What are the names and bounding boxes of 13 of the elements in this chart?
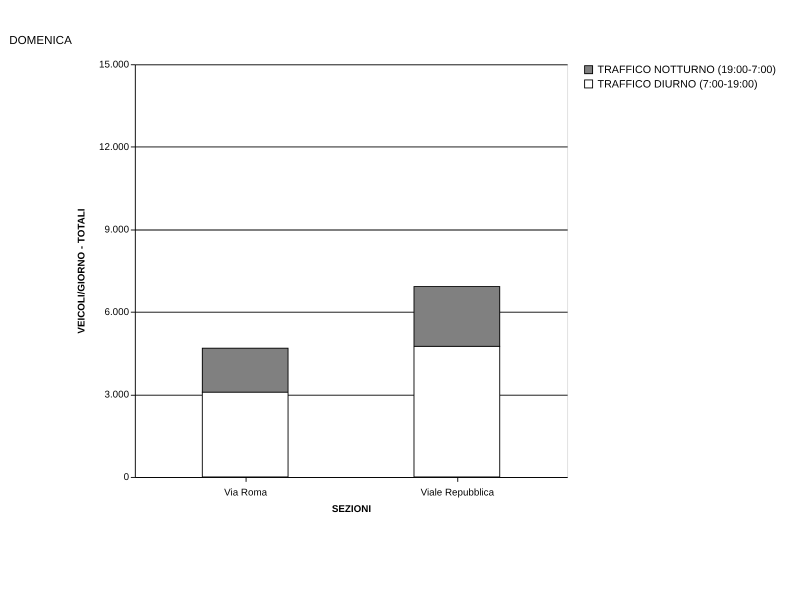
legend-label: TRAFFICO NOTTURNO (19:00-7:00) (598, 64, 776, 76)
legend-label: TRAFFICO DIURNO (7:00-19:00) (598, 78, 758, 91)
y-tick-label: 0 (124, 472, 130, 484)
y-tick-label: 9.000 (104, 224, 130, 236)
x-tick-label: Via Roma (224, 487, 268, 498)
y-tick-label: 6.000 (104, 307, 130, 318)
x-tick-label: Viale Repubblica (420, 487, 495, 498)
x-axis-title: SEZIONI (332, 504, 372, 516)
y-tick-label: 15.000 (99, 59, 130, 70)
y-axis-title: VEICOLI/GIORNO - TOTALI (76, 208, 88, 334)
y-tick-label: 12.000 (99, 142, 130, 153)
text: DOMENICA (9, 34, 72, 47)
y-tick-label: 3.000 (104, 390, 130, 401)
